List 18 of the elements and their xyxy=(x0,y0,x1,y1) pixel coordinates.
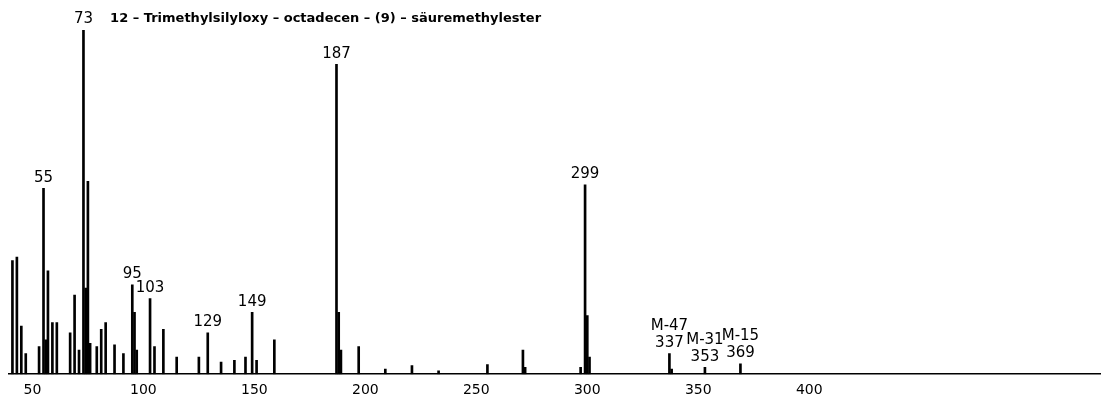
annotation: 55 xyxy=(33,167,54,186)
x-tick-label: 100 xyxy=(130,381,157,398)
annotation: 187 xyxy=(322,43,351,62)
x-tick-label: 350 xyxy=(684,381,712,398)
x-tick-label: 50 xyxy=(23,381,42,398)
x-tick-label: 300 xyxy=(573,381,601,398)
chart-title: 12 – Trimethylsilyloxy – octadecen – (9) – säuremethylester xyxy=(110,9,542,25)
annotation: 103 xyxy=(135,277,165,296)
annotation: 73 xyxy=(73,9,94,28)
x-tick-label: 200 xyxy=(351,381,379,398)
x-tick-label: 400 xyxy=(795,381,823,398)
annotation: M-31 353 xyxy=(686,329,724,365)
annotation: 129 xyxy=(193,312,223,331)
annotation: 149 xyxy=(237,291,267,310)
annotation: 299 xyxy=(570,164,600,183)
x-tick-label: 250 xyxy=(462,381,490,398)
x-tick-label: 150 xyxy=(241,381,268,398)
annotation: M-15 369 xyxy=(721,326,760,362)
